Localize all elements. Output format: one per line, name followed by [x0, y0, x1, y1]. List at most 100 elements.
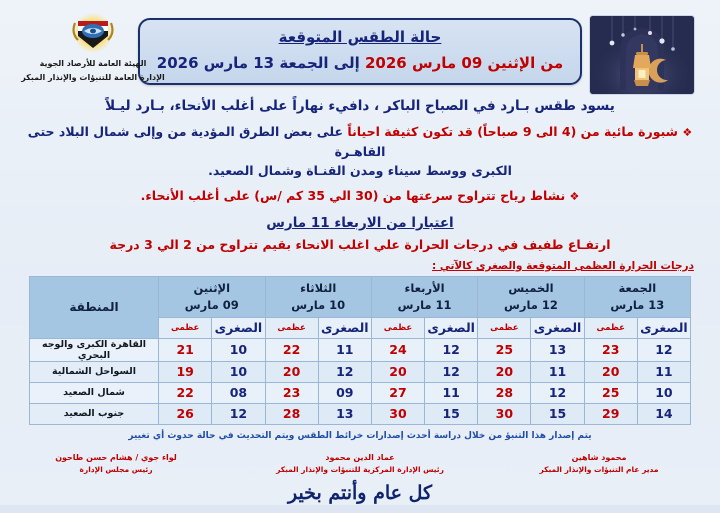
- cell-max: 20: [583, 360, 638, 383]
- cell-min: 11: [636, 360, 692, 383]
- table-row: 14 29 15 30 15 30 13 28 12 26 جنوب الصعي…: [29, 402, 692, 425]
- day-date: 10 مارس: [291, 297, 346, 312]
- temperature-rise-note: ارتفـاع طفيف في درجات الحرارة علي اغلب ا…: [109, 236, 611, 252]
- cell-max: 23: [583, 337, 638, 362]
- forecast-date-range: من الإثنين 09 مارس 2026 إلى الجمعة 13 ما…: [150, 51, 570, 75]
- cell-min: 12: [530, 381, 585, 404]
- cell-max: 28: [477, 381, 532, 404]
- cell-min: 12: [636, 337, 692, 362]
- day-date: 09 مارس: [184, 297, 239, 312]
- ramadan-lantern-crescent-icon: [590, 16, 694, 94]
- title-box: حالة الطقس المتوقعة من الإثنين 09 مارس 2…: [138, 18, 582, 85]
- signature-role: رئيس الإدارة المركزية للتنبؤات والإنذار …: [276, 465, 444, 474]
- day-name: الثلاثاء: [300, 281, 337, 296]
- update-footnote: يتم إصدار هذا التنبؤ من خلال دراسة أحدث …: [128, 430, 592, 441]
- bullet-fog-part2: على بعض الطرق المؤدية من وإلى شمال البلا…: [27, 124, 386, 159]
- cell-region: السواحل الشمالية: [29, 360, 159, 383]
- cell-min: 10: [636, 381, 692, 404]
- cell-max: 27: [370, 381, 426, 404]
- cell-max: 29: [583, 402, 638, 425]
- cell-max: 22: [264, 337, 319, 362]
- day-header-monday: الإثنين 09 مارس: [158, 275, 266, 318]
- signature-role: رئيس مجلس الإدارة: [79, 465, 153, 474]
- sub-header-max: عظمى: [157, 316, 213, 339]
- cell-max: 28: [264, 402, 319, 425]
- signature-middle: عماد الدين محمود رئيس الإدارة المركزية ل…: [245, 452, 475, 475]
- cell-min: 15: [424, 402, 479, 425]
- cell-min: 08: [211, 381, 266, 404]
- cell-max: 21: [157, 337, 213, 362]
- day-header-friday: الجمعة 13 مارس: [583, 275, 692, 318]
- table-caption: درجات الحرارة العظمى المتوقعة والصغرى كا…: [431, 259, 694, 272]
- day-name: الإثنين: [193, 281, 231, 296]
- bullet-marker-icon: ❖: [569, 190, 580, 204]
- cell-min: 13: [317, 402, 372, 425]
- sub-header-max: عظمى: [477, 316, 532, 339]
- cell-max: 30: [370, 402, 426, 425]
- cell-max: 30: [477, 402, 532, 425]
- sub-header-max: عظمى: [370, 316, 426, 339]
- organization-name-line2: الإدارة العامة للتنبؤات والإنذار المبكر: [21, 72, 165, 82]
- cell-min: 11: [317, 337, 372, 362]
- bullet-fog-part1: شبورة مائية من (4 الى 9 صباحاً) قد تكون …: [347, 124, 678, 140]
- table-row: 12 23 13 25 12 24 11 22 10 21 القاهرة ال…: [29, 337, 692, 362]
- cell-min: 09: [317, 381, 372, 404]
- bullet-marker-icon: ❖: [682, 126, 693, 140]
- sub-header-min: الصغرى: [636, 316, 692, 339]
- cell-min: 12: [424, 360, 479, 383]
- signature-name: لواء جوي / هشام حسن طاحون: [55, 453, 177, 462]
- greeting-text: كل عام وأنتم بخير: [287, 482, 433, 504]
- sub-header-min: الصغرى: [317, 316, 372, 339]
- signature-right: محمود شاهين مدير عام التنبؤات والإنذار ا…: [494, 452, 704, 475]
- cell-max: 20: [477, 360, 532, 383]
- page-title: حالة الطقس المتوقعة: [278, 28, 442, 46]
- cell-max: 20: [264, 360, 319, 383]
- sub-header-max: عظمى: [583, 316, 638, 339]
- bullet-wind: ❖ نشاط رياح تتراوح سرعتها من (30 الي 35 …: [12, 186, 708, 205]
- day-header-thursday: الخميس 12 مارس: [477, 275, 585, 318]
- cell-min: 13: [530, 337, 585, 362]
- day-header-tuesday: الثلاثاء 10 مارس: [264, 275, 372, 318]
- sub-header-max: عظمى: [264, 316, 319, 339]
- day-date: 11 مارس: [397, 297, 452, 312]
- cell-region: جنوب الصعيد: [29, 402, 159, 425]
- cell-max: 25: [477, 337, 532, 362]
- forecast-content: يسود طقس بـارد في الصباح الباكر ، دافيء …: [12, 96, 708, 441]
- effective-from-notice: اعتبارا من الاربعاء 11 مارس: [266, 214, 454, 231]
- cell-region: القاهرة الكبرى والوجه البحري: [29, 337, 159, 362]
- bullet-fog: ❖ شبورة مائية من (4 الى 9 صباحاً) قد تكو…: [12, 122, 708, 180]
- cell-min: 12: [211, 402, 266, 425]
- cell-min: 12: [317, 360, 372, 383]
- bullet-fog-part3: الكبرى ووسط سيناء ومدن القنـاة وشمال الص…: [208, 163, 512, 178]
- cell-min: 14: [636, 402, 692, 425]
- region-column-header: المنطقة: [29, 275, 159, 339]
- cell-max: 24: [370, 337, 426, 362]
- day-header-wednesday: الأربعاء 11 مارس: [370, 275, 479, 318]
- cell-min: 10: [211, 360, 266, 383]
- cell-min: 11: [424, 381, 479, 404]
- cell-min: 11: [530, 360, 585, 383]
- date-range-start: من الإثنين 09 مارس 2026: [364, 53, 564, 72]
- day-name: الجمعة: [618, 281, 657, 296]
- organization-block: الهيئة العامة للأرصاد الجوية الإدارة الع…: [18, 12, 168, 83]
- day-date: 12 مارس: [503, 297, 558, 312]
- egypt-eagle-emblem-icon: [65, 12, 121, 56]
- day-name: الخميس: [508, 281, 554, 296]
- sub-header-min: الصغرى: [424, 316, 479, 339]
- date-range-end: الجمعة 13 مارس 2026: [156, 53, 329, 72]
- table-header-row-minmax: الصغرى عظمى الصغرى عظمى الصغرى عظمى الصغ…: [30, 316, 692, 339]
- signature-left: لواء جوي / هشام حسن طاحون رئيس مجلس الإد…: [16, 452, 216, 475]
- table-header-row-days: الجمعة 13 مارس الخميس 12 مارس الأربعاء 1…: [29, 275, 692, 339]
- signature-block: محمود شاهين مدير عام التنبؤات والإنذار ا…: [8, 452, 712, 486]
- cell-min: 10: [211, 337, 266, 362]
- day-name: الأربعاء: [404, 281, 445, 296]
- page-header: حالة الطقس المتوقعة من الإثنين 09 مارس 2…: [0, 8, 720, 96]
- table-row: 11 20 11 20 12 20 12 20 10 19 السواحل ال…: [29, 360, 692, 383]
- signature-name: عماد الدين محمود: [325, 453, 395, 462]
- day-date: 13 مارس: [610, 297, 665, 312]
- weather-summary: يسود طقس بـارد في الصباح الباكر ، دافيء …: [105, 98, 615, 114]
- signature-name: محمود شاهين: [571, 453, 627, 462]
- cell-min: 15: [530, 402, 585, 425]
- cell-region: شمال الصعيد: [29, 381, 159, 404]
